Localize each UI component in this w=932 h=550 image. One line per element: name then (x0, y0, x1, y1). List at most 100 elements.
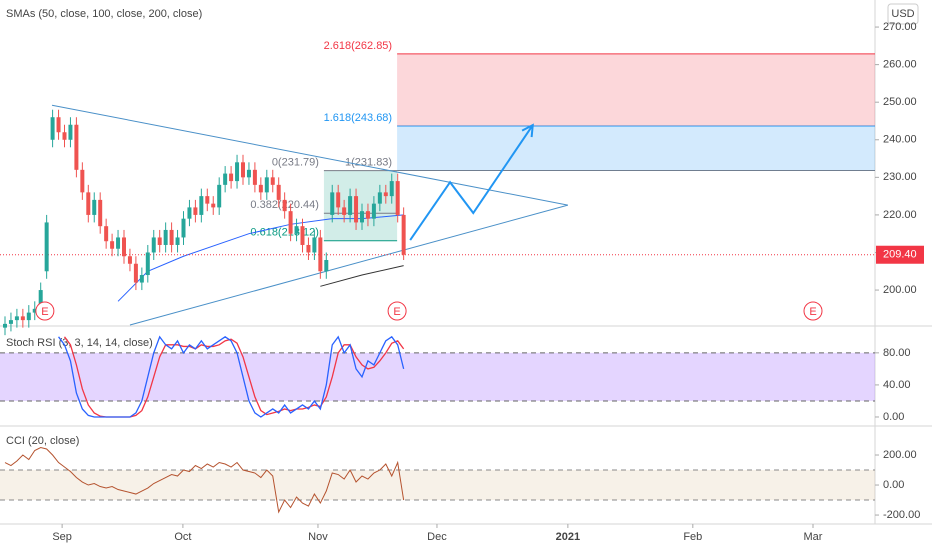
candle-body (395, 181, 400, 215)
fib-label: 2.618(262.85) (324, 40, 393, 52)
earnings-marker (387, 301, 407, 321)
fib-label: 1(231.83) (345, 156, 392, 168)
stoch-band (0, 352, 875, 401)
candle-body (223, 173, 228, 185)
y-tick-label: 80.00 (883, 347, 911, 359)
fib-label: 0(231.79) (272, 157, 319, 169)
x-tick-label: Dec (427, 531, 447, 543)
candle-body (56, 117, 61, 133)
candle-body (217, 184, 222, 208)
candle-body (175, 237, 180, 245)
y-tick-label: 200.00 (883, 284, 917, 296)
earnings-label: E (393, 306, 400, 318)
candle-body (145, 252, 150, 276)
last-price-tag (876, 245, 924, 264)
sma-line (320, 265, 404, 287)
y-tick-label: 220.00 (883, 209, 917, 221)
x-tick-label: Nov (308, 531, 328, 543)
candle-body (383, 192, 388, 197)
x-tick-label: Sep (52, 531, 72, 543)
candle-body (330, 192, 335, 215)
y-tick-label: 0.00 (883, 411, 904, 423)
candle-body (2, 323, 7, 328)
candle-body (151, 237, 156, 253)
last-price-label: 209.40 (883, 249, 917, 261)
candle-body (133, 263, 138, 283)
candle-body (38, 290, 43, 309)
candle-body (270, 177, 275, 185)
candle-body (68, 124, 73, 140)
candle-body (163, 229, 168, 245)
trendline (129, 204, 568, 326)
candle-body (282, 199, 287, 212)
candle-body (336, 192, 341, 208)
fib-label: 0.618(213.12) (250, 227, 319, 239)
currency-box[interactable] (887, 3, 919, 25)
y-tick-label: 0.00 (883, 479, 904, 491)
candle-body (258, 184, 263, 193)
candle-body (354, 196, 359, 223)
y-tick-label: 240.00 (883, 134, 917, 146)
x-tick-label: 2021 (556, 531, 580, 543)
candle-body (288, 211, 293, 234)
candle-body (365, 211, 370, 219)
fib-zone (397, 125, 875, 171)
x-tick-label: Mar (804, 531, 823, 543)
candle-body (32, 308, 37, 313)
x-tick-label: Oct (174, 531, 191, 543)
candle-body (306, 244, 311, 253)
candle-body (139, 275, 144, 283)
candle-body (92, 199, 97, 215)
candle-body (187, 207, 192, 219)
candle-body (371, 203, 376, 219)
candle-body (276, 184, 281, 200)
candle-body (121, 237, 126, 257)
earnings-marker (35, 301, 55, 321)
candle-body (8, 320, 13, 324)
stoch-k-line (58, 335, 405, 418)
candle-body (235, 162, 240, 182)
candle-body (264, 177, 269, 193)
y-tick-label: 260.00 (883, 59, 917, 71)
candle-body (169, 229, 174, 245)
candle-body (205, 196, 210, 204)
candle-body (300, 226, 305, 245)
candle-body (252, 169, 257, 185)
fib-zone (397, 53, 875, 126)
candle-body (324, 260, 329, 272)
currency[interactable]: USD (891, 8, 914, 20)
candle-body (74, 124, 79, 170)
candle-body (116, 237, 121, 249)
earnings-marker (803, 301, 823, 321)
y-tick-label: 40.00 (883, 379, 911, 391)
candle-body (240, 162, 245, 178)
candle-body (377, 192, 382, 204)
trendline (51, 104, 568, 206)
candle-body (193, 207, 198, 215)
stoch-title: Stoch RSI (3, 3, 14, 14, close) (6, 337, 153, 349)
earnings-label: E (809, 306, 816, 318)
candle-body (44, 222, 49, 272)
candle-body (98, 199, 103, 227)
candle-body (86, 192, 91, 215)
candle-body (401, 214, 406, 255)
candle-body (211, 203, 216, 208)
y-tick-label: 270.00 (883, 21, 917, 33)
candle-body (110, 241, 115, 249)
cci-line (4, 446, 405, 514)
x-tick-label: Feb (683, 531, 702, 543)
fib-label: 1.618(243.68) (324, 112, 393, 124)
candle-body (14, 316, 19, 321)
y-tick-label: 230.00 (883, 171, 917, 183)
y-tick-label: -200.00 (883, 509, 920, 521)
candle-body (181, 218, 186, 238)
projection-path (409, 124, 534, 241)
candle-body (312, 237, 317, 253)
candle-body (26, 312, 31, 321)
cci-title: CCI (20, close) (6, 435, 79, 447)
y-tick-label: 200.00 (883, 449, 917, 461)
y-tick-label: 250.00 (883, 96, 917, 108)
candle-body (62, 132, 67, 140)
